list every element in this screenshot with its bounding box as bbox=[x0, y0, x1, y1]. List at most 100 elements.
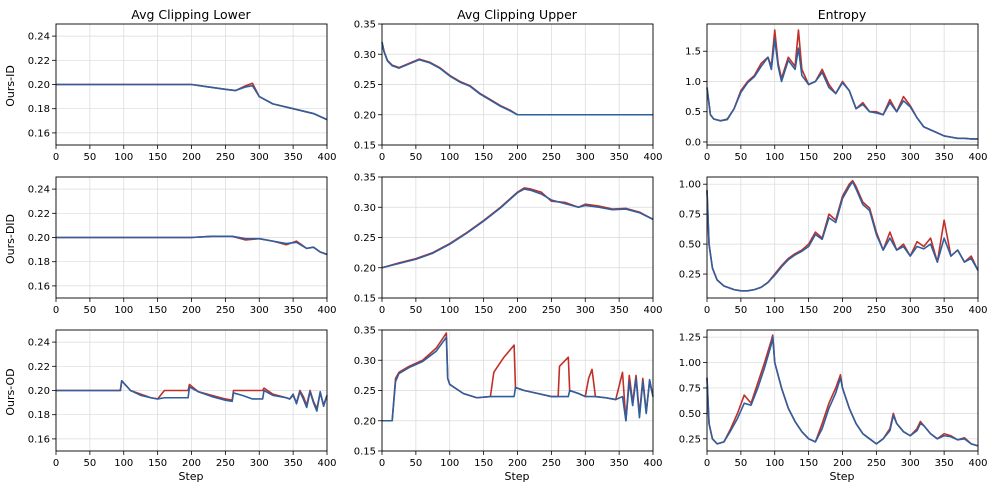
x-tick-label: 400 bbox=[968, 458, 987, 469]
column-title-clip-upper: Avg Clipping Upper bbox=[457, 7, 578, 22]
panel-1-2: 0 50 100 150 200 250 300 350 400 0.15 0.20 0.25 0.30… bbox=[354, 20, 663, 164]
y-tick-label: 0.5 bbox=[685, 107, 701, 118]
x-tick-label: 300 bbox=[901, 458, 920, 469]
y-tick-label: 0.24 bbox=[28, 32, 50, 43]
y-tick-label: 1.0 bbox=[685, 77, 701, 88]
x-tick-label: 200 bbox=[508, 152, 527, 163]
series-line-blue bbox=[706, 180, 979, 292]
y-tick-label: 0.35 bbox=[354, 20, 376, 31]
y-tick-label: 0.24 bbox=[28, 338, 50, 349]
y-tick-label: 0.20 bbox=[28, 386, 50, 397]
x-tick-label: 400 bbox=[317, 305, 336, 316]
y-tick-label: 1.5 bbox=[685, 47, 701, 58]
y-tick-label: 0.18 bbox=[28, 257, 50, 268]
y-tick-label: 0.35 bbox=[354, 173, 376, 184]
xlabel-step-2: Step bbox=[504, 470, 529, 483]
y-tick-label: 0.20 bbox=[28, 80, 50, 91]
x-tick-label: 150 bbox=[148, 305, 167, 316]
y-tick-label: 0.24 bbox=[28, 185, 50, 196]
panel-3-1: 0 50 100 150 200 250 300 350 400 0.16 0.18 0.20 0.22… bbox=[28, 329, 337, 469]
x-tick-label: 0 bbox=[704, 305, 710, 316]
x-tick-label: 100 bbox=[114, 305, 133, 316]
x-tick-label: 300 bbox=[250, 152, 269, 163]
x-tick-label: 0 bbox=[379, 152, 385, 163]
y-tick-label: 0.20 bbox=[354, 416, 376, 427]
x-tick-label: 350 bbox=[610, 458, 629, 469]
x-tick-label: 50 bbox=[735, 305, 748, 316]
x-tick-label: 200 bbox=[182, 458, 201, 469]
x-tick-label: 350 bbox=[935, 305, 954, 316]
x-tick-label: 50 bbox=[410, 305, 423, 316]
x-tick-label: 250 bbox=[542, 458, 561, 469]
y-tick-label: 0.18 bbox=[28, 104, 50, 115]
row-label-ours-od: Ours-OD bbox=[4, 368, 17, 415]
x-tick-label: 0 bbox=[704, 152, 710, 163]
x-tick-label: 150 bbox=[799, 305, 818, 316]
y-tick-label: 0.25 bbox=[354, 233, 376, 244]
x-tick-label: 300 bbox=[250, 458, 269, 469]
x-tick-label: 100 bbox=[440, 458, 459, 469]
y-tick-label: 1.00 bbox=[679, 180, 701, 191]
x-tick-label: 400 bbox=[643, 305, 662, 316]
xlabel-step-3: Step bbox=[829, 470, 854, 483]
x-tick-label: 50 bbox=[735, 152, 748, 163]
x-tick-label: 400 bbox=[968, 152, 987, 163]
x-tick-label: 50 bbox=[84, 305, 97, 316]
series-line-blue bbox=[56, 235, 328, 256]
y-tick-label: 0.15 bbox=[354, 447, 376, 458]
y-tick-label: 0.20 bbox=[354, 263, 376, 274]
series-line-blue bbox=[56, 380, 328, 412]
x-tick-label: 50 bbox=[410, 152, 423, 163]
y-tick-label: 0.15 bbox=[354, 141, 376, 152]
y-tick-label: 0.30 bbox=[354, 203, 376, 214]
x-tick-label: 0 bbox=[704, 458, 710, 469]
xlabel-step-1: Step bbox=[178, 470, 203, 483]
y-tick-label: 0.75 bbox=[679, 383, 701, 394]
y-tick-label: 1.00 bbox=[679, 358, 701, 369]
y-tick-label: 0.0 bbox=[685, 137, 701, 148]
x-tick-label: 200 bbox=[833, 305, 852, 316]
column-title-entropy: Entropy bbox=[818, 7, 867, 22]
y-tick-label: 0.16 bbox=[28, 128, 50, 139]
x-tick-label: 50 bbox=[84, 152, 97, 163]
x-tick-label: 50 bbox=[84, 458, 97, 469]
panel-2-3: 0 50 100 150 200 250 300 350 400 0.25 0.50 0.75 1.00 bbox=[679, 176, 988, 316]
x-tick-label: 0 bbox=[379, 305, 385, 316]
x-tick-label: 200 bbox=[508, 458, 527, 469]
y-tick-label: 0.16 bbox=[28, 434, 50, 445]
x-tick-label: 250 bbox=[542, 305, 561, 316]
x-tick-label: 200 bbox=[508, 305, 527, 316]
y-tick-label: 0.30 bbox=[354, 356, 376, 367]
x-tick-label: 150 bbox=[474, 458, 493, 469]
panels-group: 0 50 100 150 200 250 300 350 400 0.16 0.18 0.20 0.22… bbox=[28, 20, 988, 470]
x-tick-label: 150 bbox=[148, 458, 167, 469]
y-tick-label: 0.16 bbox=[28, 281, 50, 292]
y-tick-label: 0.20 bbox=[354, 110, 376, 121]
y-tick-label: 0.75 bbox=[679, 210, 701, 221]
column-title-clip-lower: Avg Clipping Lower bbox=[131, 7, 251, 22]
y-tick-label: 0.35 bbox=[354, 326, 376, 337]
x-tick-label: 200 bbox=[833, 152, 852, 163]
y-tick-label: 0.22 bbox=[28, 362, 50, 373]
x-tick-label: 50 bbox=[735, 458, 748, 469]
x-tick-label: 350 bbox=[935, 458, 954, 469]
y-tick-label: 0.15 bbox=[354, 294, 376, 305]
x-tick-label: 0 bbox=[379, 458, 385, 469]
x-tick-label: 100 bbox=[114, 152, 133, 163]
x-tick-label: 300 bbox=[901, 152, 920, 163]
x-tick-label: 250 bbox=[216, 305, 235, 316]
x-tick-label: 100 bbox=[440, 152, 459, 163]
y-tick-label: 0.30 bbox=[354, 50, 376, 61]
series-line-red bbox=[382, 332, 654, 422]
series-line-blue bbox=[706, 336, 979, 447]
y-tick-label: 0.22 bbox=[28, 56, 50, 67]
series-line-blue bbox=[382, 336, 654, 422]
x-tick-label: 300 bbox=[576, 305, 595, 316]
x-tick-label: 50 bbox=[410, 458, 423, 469]
y-tick-label: 0.25 bbox=[679, 270, 701, 281]
x-tick-label: 400 bbox=[643, 458, 662, 469]
x-tick-label: 200 bbox=[182, 305, 201, 316]
x-tick-label: 200 bbox=[182, 152, 201, 163]
x-tick-label: 400 bbox=[968, 305, 987, 316]
